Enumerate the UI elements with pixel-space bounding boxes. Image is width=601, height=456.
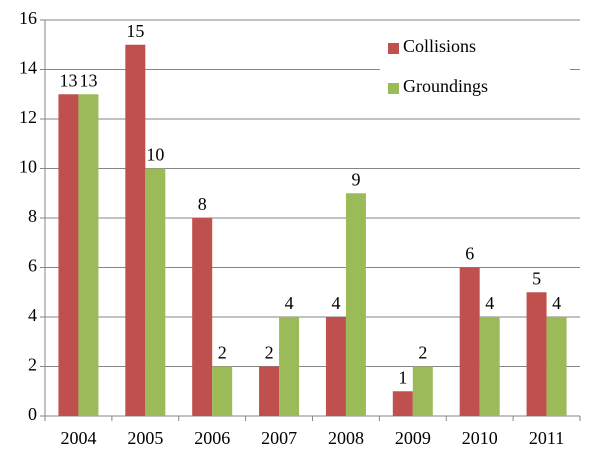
- data-label: 13: [59, 70, 77, 90]
- data-label: 2: [218, 343, 227, 363]
- y-tick-label: 6: [28, 256, 37, 276]
- y-tick-label: 10: [19, 157, 37, 177]
- bar: [279, 317, 300, 416]
- legend-label: Collisions: [403, 36, 476, 56]
- x-tick-label: 2011: [529, 428, 564, 448]
- bar: [325, 317, 346, 416]
- bar: [345, 193, 366, 416]
- x-tick-label: 2007: [261, 428, 297, 448]
- data-label: 6: [465, 244, 474, 264]
- data-label: 4: [485, 293, 494, 313]
- data-label: 10: [146, 145, 164, 165]
- bar: [412, 366, 433, 416]
- bar: [546, 317, 567, 416]
- y-tick-label: 2: [28, 355, 37, 375]
- data-label: 4: [552, 293, 561, 313]
- bar: [459, 267, 480, 416]
- bar: [526, 292, 547, 416]
- y-tick-label: 0: [28, 404, 37, 424]
- bar: [58, 94, 79, 416]
- x-tick-label: 2009: [395, 428, 431, 448]
- bar: [259, 366, 280, 416]
- bar: [392, 391, 413, 416]
- data-label: 5: [532, 268, 541, 288]
- legend-swatch: [388, 43, 399, 54]
- x-tick-label: 2006: [194, 428, 230, 448]
- data-label: 2: [265, 343, 274, 363]
- y-tick-label: 8: [28, 206, 37, 226]
- legend-label: Groundings: [403, 76, 488, 96]
- legend-box: [380, 30, 570, 106]
- y-tick-label: 12: [19, 107, 37, 127]
- data-label: 1: [398, 367, 407, 387]
- bar: [212, 366, 233, 416]
- x-tick-label: 2008: [328, 428, 364, 448]
- data-label: 13: [79, 70, 97, 90]
- x-tick-label: 2005: [127, 428, 163, 448]
- data-label: 4: [285, 293, 294, 313]
- bar: [479, 317, 500, 416]
- x-tick-label: 2004: [60, 428, 96, 448]
- data-label: 15: [126, 21, 144, 41]
- data-label: 2: [418, 343, 427, 363]
- bar: [78, 94, 99, 416]
- y-tick-label: 4: [28, 305, 37, 325]
- data-label: 4: [331, 293, 340, 313]
- bar: [192, 218, 213, 416]
- y-tick-label: 14: [19, 58, 37, 78]
- data-label: 8: [198, 194, 207, 214]
- x-tick-label: 2010: [462, 428, 498, 448]
- data-label: 9: [351, 169, 360, 189]
- bar: [125, 44, 146, 416]
- bar: [145, 168, 166, 416]
- legend-swatch: [388, 83, 399, 94]
- y-tick-label: 16: [19, 8, 37, 28]
